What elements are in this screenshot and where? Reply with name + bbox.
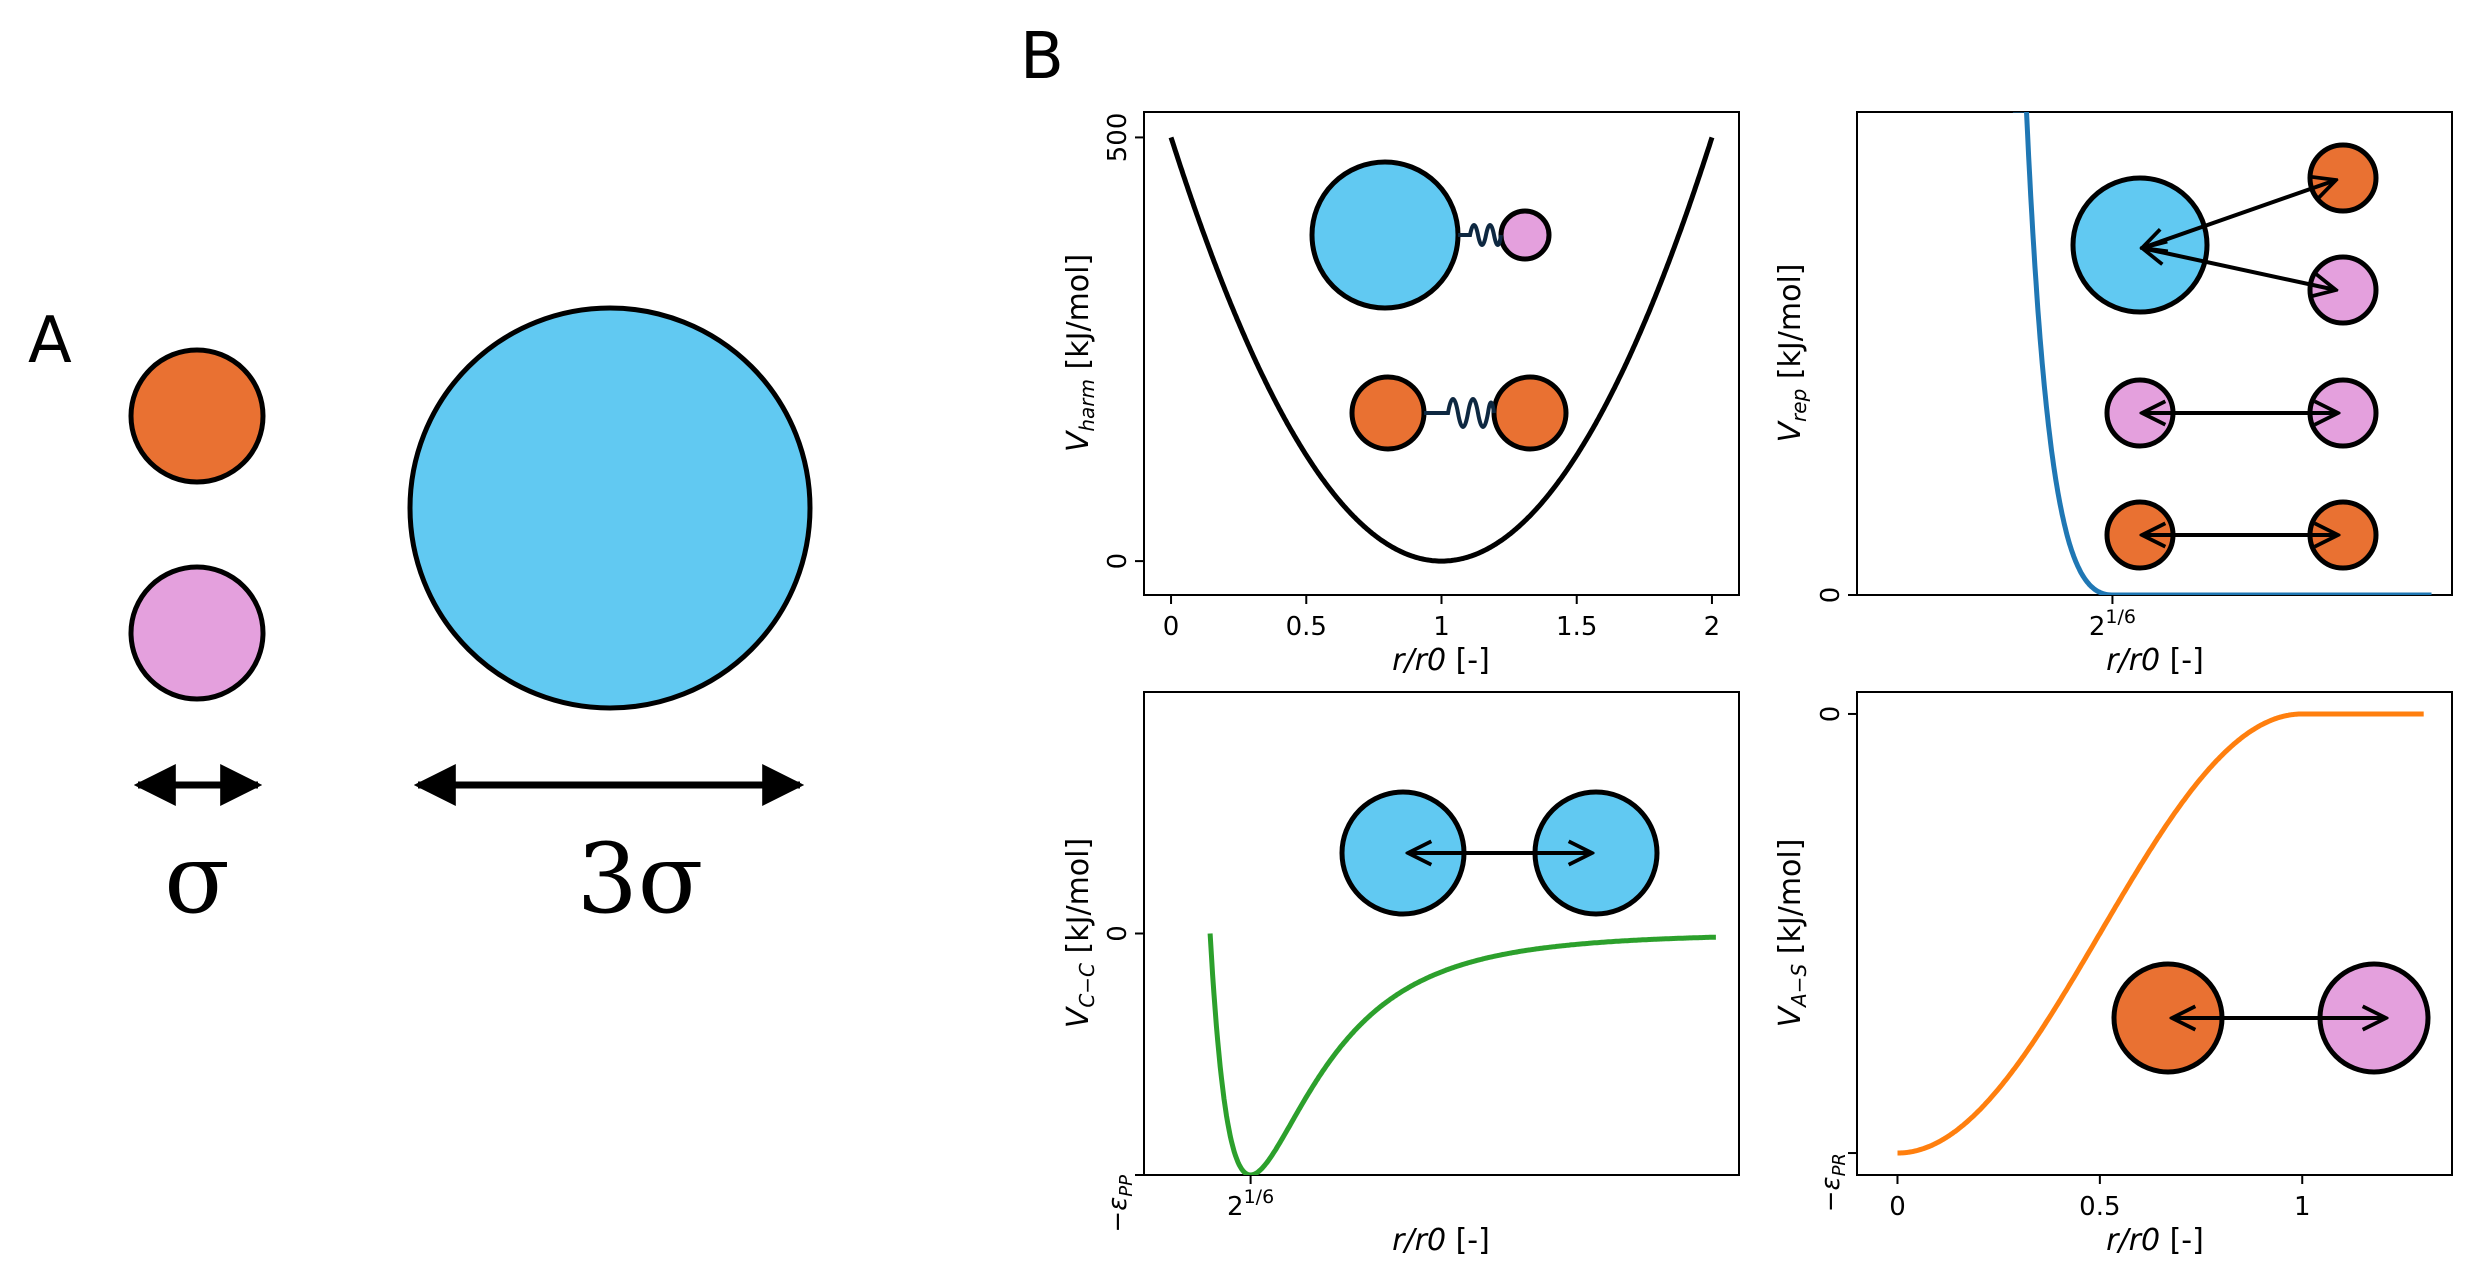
x-axis-label-cc: r/r0 [-]	[1392, 1223, 1490, 1258]
inset-as-pair	[2111, 961, 2431, 1075]
spring-icon	[1424, 397, 1496, 429]
y-ticks-as: 0 −εPR	[1816, 706, 1857, 1212]
x-tick-label: 0	[1163, 612, 1180, 642]
inset-orange-orange-bond	[1349, 374, 1569, 452]
y-tick-label: 0	[1103, 925, 1133, 942]
y-ticks-harmonic: 0 500	[1103, 113, 1144, 570]
small-bead-orange	[128, 347, 266, 485]
double-arrow	[2142, 248, 2336, 290]
y-axis-label-repulsive: Vrep [kJ/mol]	[1773, 264, 1811, 443]
inset-large-bead	[2070, 175, 2210, 315]
panel-b-letter: B	[1020, 20, 1064, 94]
cc-curve	[1207, 933, 1716, 1175]
y-axis-label-as: VA−S [kJ/mol]	[1773, 839, 1811, 1028]
x-tick-label: 0.5	[2079, 1192, 2120, 1222]
subplot-as: 0 0.5 1 0−εPR r/r0 [-] VA−S [kJ/mol]	[1773, 691, 2453, 1258]
x-tick-label: 1	[2294, 1192, 2311, 1222]
x-ticks-cc: 21/6	[1227, 1175, 1274, 1222]
x-axis-label-harmonic: r/r0 [-]	[1392, 643, 1490, 678]
subplot-repulsive: 21/6 0 r/r0 [-] Vrep [kJ/mol]	[1773, 111, 2453, 678]
inset-small-pink-bead	[1498, 208, 1552, 262]
y-axis-label-harmonic: Vharm [kJ/mol]	[1061, 254, 1099, 452]
x-axis-label-repulsive: r/r0 [-]	[2106, 643, 2204, 678]
y-tick-label: 500	[1103, 113, 1133, 163]
panel-a: A σ 3σ	[28, 304, 813, 935]
three-sigma-label: 3σ	[577, 823, 704, 935]
x-tick-label: 2	[1704, 612, 1721, 642]
repulsive-curve	[2012, 112, 2432, 595]
x-tick-label: 0.5	[1286, 612, 1327, 642]
inset-large-bead	[1309, 159, 1461, 311]
y-tick-label: −εPP	[1103, 1175, 1137, 1233]
subplot-cc: 21/6 0 −εPP r/r0 [-] VC−C [kJ/mol]	[1061, 691, 1740, 1258]
y-tick-label: 0	[1816, 587, 1846, 604]
x-tick-label: 21/6	[2089, 606, 2136, 642]
inset-blue-pink-bond	[1309, 159, 1552, 311]
as-curve	[1897, 711, 2424, 1156]
small-bead-pink	[128, 564, 266, 702]
y-tick-label: −εPR	[1816, 1153, 1850, 1212]
inset-repulsive-pairs	[2070, 142, 2379, 571]
x-tick-label: 1	[1433, 612, 1450, 642]
x-ticks-repulsive: 21/6	[2089, 595, 2136, 642]
x-tick-label: 1.5	[1556, 612, 1597, 642]
x-tick-label: 21/6	[1227, 1186, 1274, 1222]
subplot-harmonic: 0 0.5 1 1.5 2 0 500 r/r0 [-] Vharm [kJ/mol]	[1061, 111, 1740, 678]
x-tick-label: 0	[1889, 1192, 1906, 1222]
y-ticks-repulsive: 0	[1816, 587, 1857, 604]
spring-icon	[1458, 223, 1503, 247]
axes-frame-as	[1856, 691, 2453, 1176]
sigma-label: σ	[164, 823, 230, 935]
axes-frame-cc	[1143, 691, 1740, 1176]
double-arrow	[2142, 180, 2336, 248]
x-ticks-as: 0 0.5 1	[1889, 1175, 2311, 1222]
inset-cc-pair	[1339, 789, 1660, 917]
panel-a-letter: A	[28, 304, 72, 378]
x-axis-label-as: r/r0 [-]	[2106, 1223, 2204, 1258]
y-tick-label: 0	[1816, 706, 1846, 723]
inset-orange-bead-left	[1349, 374, 1427, 452]
y-axis-label-cc: VC−C [kJ/mol]	[1061, 838, 1099, 1028]
large-bead-blue	[407, 305, 813, 711]
inset-orange-bead-right	[1491, 374, 1569, 452]
y-tick-label: 0	[1103, 553, 1133, 570]
harmonic-curve	[1168, 136, 1715, 564]
x-ticks-harmonic: 0 0.5 1 1.5 2	[1163, 595, 1720, 642]
inset-orange-bead	[2307, 142, 2379, 214]
y-ticks-cc: 0 −εPP	[1103, 925, 1144, 1233]
axes-frame-harmonic	[1143, 111, 1740, 596]
inset-pink-bead	[2307, 254, 2379, 326]
